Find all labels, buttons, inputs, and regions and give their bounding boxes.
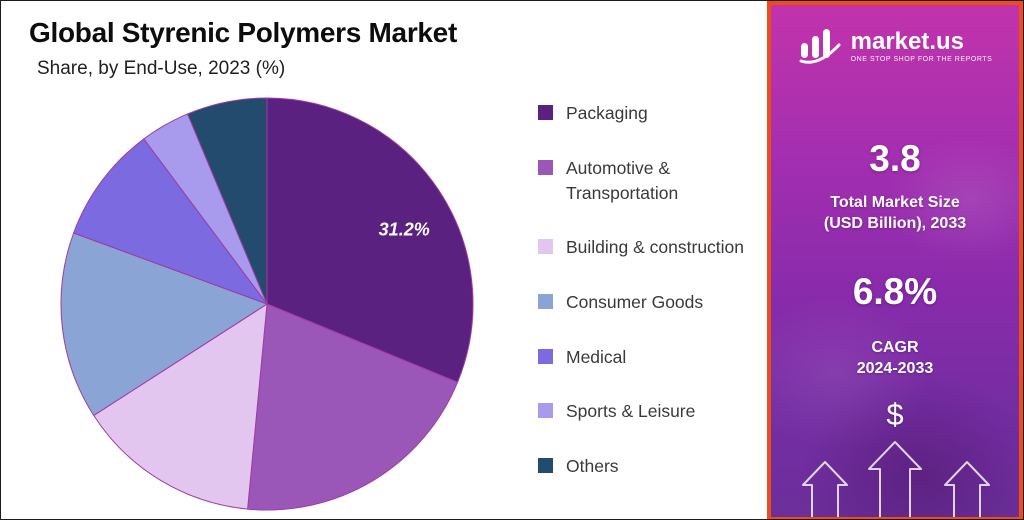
cagr-value: 6.8% bbox=[852, 271, 938, 312]
brand-header: market.us ONE STOP SHOP FOR THE REPORTS bbox=[771, 27, 1019, 65]
legend-swatch-icon bbox=[538, 403, 553, 419]
pie-slice bbox=[72, 138, 269, 306]
legend-swatch-icon bbox=[538, 239, 553, 255]
growth-arrows-icon bbox=[802, 441, 990, 517]
pie-slice-data-label: 31.2% bbox=[379, 219, 430, 239]
cagr-label-line1: CAGR bbox=[871, 339, 919, 356]
market-size-label-line1: Total Market Size bbox=[830, 194, 960, 211]
legend-label: Sports & Leisure bbox=[566, 401, 696, 422]
legend-item-automotive-transportation: Automotive & Transportation bbox=[538, 156, 753, 207]
pie-chart: 31.2% bbox=[60, 97, 474, 511]
legend-item-others: Others bbox=[538, 454, 753, 479]
pie-slice bbox=[93, 303, 268, 510]
pie-slice bbox=[186, 97, 268, 305]
marketus-logo-icon bbox=[799, 29, 841, 64]
pie-slice bbox=[266, 97, 474, 383]
legend-item-medical: Medical bbox=[538, 345, 753, 370]
pie-slice bbox=[247, 303, 459, 511]
dollar-icon: $ bbox=[886, 397, 904, 432]
legend-label: Packaging bbox=[566, 103, 648, 123]
pie-slice bbox=[60, 232, 269, 417]
legend-label: Others bbox=[566, 455, 619, 476]
cagr-label-line2: 2024-2033 bbox=[856, 359, 934, 377]
legend-item-sports-leisure: Sports & Leisure bbox=[538, 399, 753, 424]
legend-item-building-construction: Building & construction bbox=[538, 235, 753, 260]
legend-swatch-icon bbox=[538, 293, 553, 309]
brand-name: market.us bbox=[850, 27, 965, 55]
legend-swatch-icon bbox=[538, 159, 553, 175]
legend-item-packaging: Packaging bbox=[538, 101, 753, 126]
legend-label: Building & construction bbox=[566, 237, 745, 258]
market-size-label-line2: (USD Billion), 2033 bbox=[823, 214, 967, 232]
legend-item-consumer-goods: Consumer Goods bbox=[538, 290, 753, 315]
legend-swatch-icon bbox=[538, 457, 553, 473]
chart-subtitle: Share, by End-Use, 2023 (%) bbox=[37, 58, 286, 79]
cagr-label: CAGR 2024-2033 bbox=[771, 338, 1019, 380]
chart-legend: Packaging Automotive & Transportation Bu… bbox=[538, 101, 753, 479]
brand-text: market.us ONE STOP SHOP FOR THE REPORTS bbox=[851, 29, 993, 63]
market-size-value: 3.8 bbox=[869, 138, 921, 179]
legend-label: Consumer Goods bbox=[566, 291, 704, 312]
legend-label: Automotive & Transportation bbox=[566, 157, 679, 203]
legend-swatch-icon bbox=[538, 105, 553, 120]
chart-title: Global Styrenic Polymers Market bbox=[29, 17, 457, 48]
market-size-label: Total Market Size (USD Billion), 2033 bbox=[771, 193, 1019, 235]
legend-swatch-icon bbox=[538, 348, 553, 364]
brand-stats-panel: market.us ONE STOP SHOP FOR THE REPORTS … bbox=[767, 1, 1023, 519]
legend-label: Medical bbox=[566, 346, 627, 367]
brand-tagline: ONE STOP SHOP FOR THE REPORTS bbox=[850, 56, 993, 64]
